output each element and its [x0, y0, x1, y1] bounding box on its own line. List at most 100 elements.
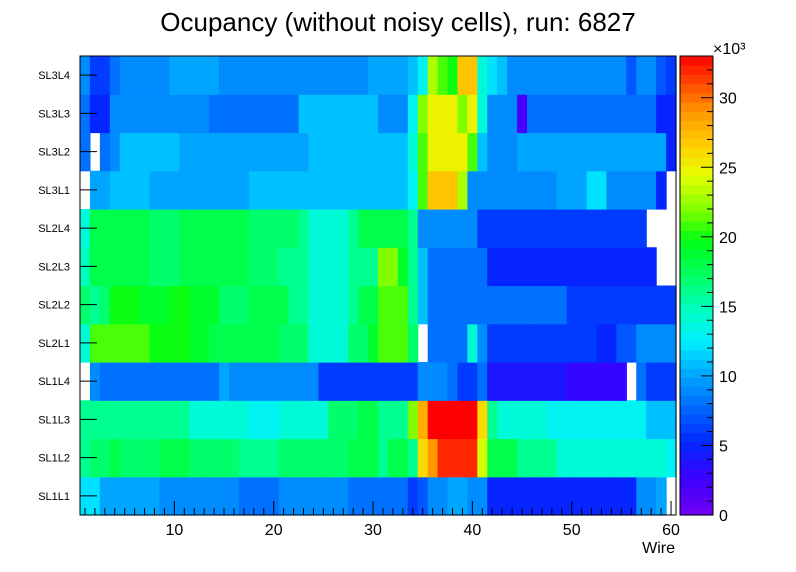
heatmap-cell	[298, 476, 310, 516]
heatmap-cell	[457, 56, 468, 95]
heatmap-cell	[119, 476, 131, 516]
heatmap-cell	[109, 56, 121, 95]
heatmap-cell	[387, 247, 399, 287]
heatmap-cell	[318, 132, 329, 172]
heatmap-cell	[358, 323, 369, 363]
heatmap-cell	[656, 285, 667, 325]
palette-band	[680, 166, 713, 176]
heatmap-cell	[199, 56, 210, 95]
heatmap-cell	[477, 94, 488, 134]
heatmap-cell	[457, 362, 468, 401]
heatmap-cell	[437, 400, 449, 440]
heatmap-cell	[457, 400, 468, 440]
heatmap-cell	[268, 476, 280, 516]
x-axis-label: Wire	[642, 540, 675, 557]
x-tick-label: 20	[265, 522, 283, 539]
heatmap-cell	[159, 400, 170, 440]
heatmap-cell	[507, 132, 518, 172]
heatmap-cell	[99, 132, 111, 172]
heatmap-cell	[238, 209, 250, 248]
heatmap-cell	[129, 400, 141, 440]
heatmap-cell	[169, 94, 180, 134]
heatmap-cell	[636, 400, 647, 440]
heatmap-cell	[626, 170, 637, 210]
heatmap-cell	[507, 362, 518, 401]
heatmap-cell	[139, 400, 151, 440]
heatmap-cell	[248, 285, 260, 325]
heatmap-cell	[219, 170, 230, 210]
heatmap-cell	[368, 94, 379, 134]
palette-band	[680, 257, 713, 268]
x-tick-label: 60	[662, 522, 680, 539]
heatmap-cell	[338, 362, 349, 401]
heatmap-cell	[477, 285, 488, 325]
heatmap-cell	[527, 438, 538, 478]
heatmap-cell	[487, 323, 498, 363]
heatmap-cell	[209, 170, 220, 210]
heatmap-cell	[616, 438, 627, 478]
heatmap-cell	[169, 170, 180, 210]
heatmap-cell	[328, 209, 339, 248]
heatmap-cell	[596, 209, 608, 248]
heatmap-cell	[546, 400, 558, 440]
heatmap-cell	[109, 438, 121, 478]
heatmap-cell	[169, 323, 180, 363]
chart-title: Ocupancy (without noisy cells), run: 682…	[160, 7, 635, 37]
z-tick-label: 30	[719, 91, 737, 108]
heatmap-cell	[328, 170, 339, 210]
heatmap-cell	[288, 209, 300, 248]
heatmap-cell	[646, 94, 657, 134]
heatmap-cell	[397, 170, 409, 210]
heatmap-cell	[99, 362, 111, 401]
heatmap-cell	[397, 323, 409, 363]
heatmap-cell	[288, 132, 300, 172]
heatmap-cell	[576, 94, 588, 134]
heatmap-cell	[507, 285, 518, 325]
heatmap-cell	[517, 438, 528, 478]
heatmap-cell	[219, 438, 230, 478]
heatmap-cell	[437, 323, 449, 363]
row-label: SL1L2	[38, 453, 70, 465]
heatmap-cell	[358, 132, 369, 172]
heatmap-cell	[119, 285, 131, 325]
heatmap-cell	[119, 94, 131, 134]
heatmap-cell	[238, 56, 250, 95]
z-tick-label: 0	[719, 508, 728, 525]
heatmap-cell	[179, 132, 190, 172]
heatmap-cell	[189, 323, 200, 363]
heatmap-cell	[219, 56, 230, 95]
heatmap-cell	[616, 400, 627, 440]
heatmap-cell	[536, 94, 548, 134]
heatmap-cell	[358, 362, 369, 401]
heatmap-cell	[417, 400, 429, 440]
heatmap-cell	[447, 170, 459, 210]
heatmap-cell	[328, 247, 339, 287]
heatmap-cell	[437, 285, 449, 325]
heatmap-cell	[576, 209, 588, 248]
heatmap-cell	[447, 94, 459, 134]
palette-band	[680, 184, 713, 195]
heatmap-cell	[387, 476, 399, 516]
heatmap-cell	[209, 209, 220, 248]
palette-band	[680, 414, 713, 424]
heatmap-cell	[378, 209, 389, 248]
heatmap-cell	[576, 56, 588, 95]
heatmap-cell	[477, 438, 488, 478]
heatmap-cell	[497, 362, 508, 401]
heatmap-cell	[159, 438, 170, 478]
heatmap-cell	[556, 94, 568, 134]
heatmap-cell	[219, 400, 230, 440]
heatmap-cell	[507, 209, 518, 248]
heatmap-cell	[119, 400, 131, 440]
heatmap-cell	[666, 56, 677, 95]
heatmap-cell	[616, 94, 627, 134]
heatmap-cell	[119, 56, 131, 95]
heatmap-cell	[149, 170, 161, 210]
palette-frame	[679, 55, 714, 516]
heatmap-cell	[407, 362, 419, 401]
heatmap-cell	[109, 247, 121, 287]
heatmap-cell	[536, 476, 548, 516]
heatmap-cell	[507, 323, 518, 363]
heatmap-cell	[99, 94, 111, 134]
heatmap-cell	[318, 362, 329, 401]
